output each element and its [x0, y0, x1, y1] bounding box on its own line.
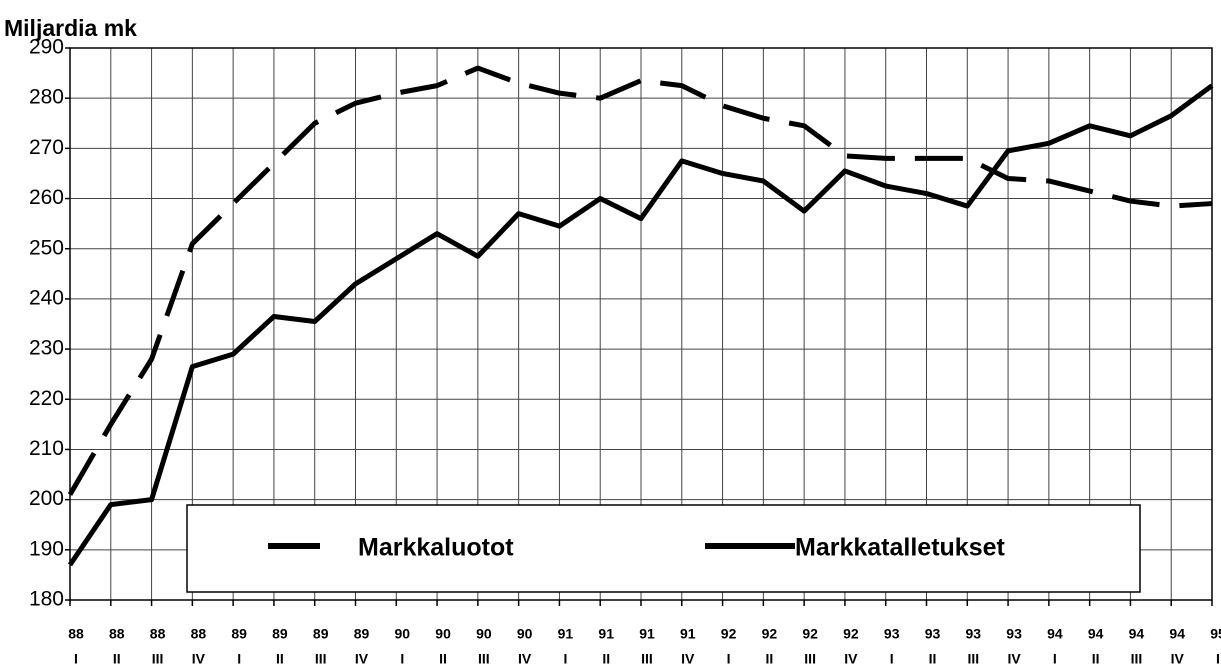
x-tick-label: 88	[191, 626, 207, 642]
legend-label: Markkaluotot	[358, 534, 514, 562]
x-tick-label: 88	[109, 626, 125, 642]
x-tick-label: 88	[68, 626, 84, 642]
x-tick-label: 94	[1169, 626, 1185, 642]
x-tick-label: I	[890, 651, 894, 667]
x-tick-label: 93	[884, 626, 900, 642]
x-tick-label: 92	[802, 626, 818, 642]
x-tick-label: 92	[843, 626, 859, 642]
x-tick-label: 95	[1210, 626, 1221, 642]
x-tick-label: I	[727, 651, 731, 667]
y-tick-label: 270	[29, 136, 64, 159]
plot-border	[69, 47, 1213, 601]
x-tick-label: 91	[680, 626, 696, 642]
y-tick-label: 260	[29, 186, 64, 209]
x-tick-label: 89	[354, 626, 370, 642]
x-tick-label: IV	[844, 651, 858, 667]
x-tick-label: 94	[1047, 626, 1063, 642]
x-tick-label: 90	[394, 626, 410, 642]
x-tick-label: I	[563, 651, 567, 667]
y-tick-label: 200	[29, 487, 64, 510]
x-tick-label: 90	[517, 626, 533, 642]
x-tick-label: I	[74, 651, 78, 667]
x-tick-label: IV	[681, 651, 695, 667]
x-tick-label: 91	[639, 626, 655, 642]
x-tick-label: II	[929, 651, 937, 667]
x-tick-label: 89	[272, 626, 288, 642]
x-tick-label: 88	[150, 626, 166, 642]
x-tick-label: III	[1131, 651, 1143, 667]
legend-label: Markkatalletukset	[795, 534, 1006, 562]
x-tick-label: II	[439, 651, 447, 667]
x-tick-label: III	[152, 651, 164, 667]
x-tick-label: III	[967, 651, 979, 667]
x-tick-label: IV	[355, 651, 369, 667]
x-tick-label: II	[602, 651, 610, 667]
x-tick-label: III	[804, 651, 816, 667]
x-tick-label: IV	[518, 651, 532, 667]
x-tick-label: II	[765, 651, 773, 667]
x-tick-label: 91	[598, 626, 614, 642]
x-tick-label: II	[113, 651, 121, 667]
x-tick-label: IV	[192, 651, 206, 667]
x-tick-label: 93	[965, 626, 981, 642]
x-tick-label: I	[237, 651, 241, 667]
y-tick-label: 240	[29, 286, 64, 309]
x-tick-label: IV	[1007, 651, 1021, 667]
legend-box	[186, 504, 1141, 593]
x-tick-label: 92	[762, 626, 778, 642]
line-series	[67, 83, 1214, 567]
y-tick-label: 210	[29, 437, 64, 460]
x-tick-label: 94	[1129, 626, 1145, 642]
x-tick-label: 93	[925, 626, 941, 642]
x-tick-label: III	[478, 651, 490, 667]
line-series	[67, 65, 1213, 496]
x-tick-label: 92	[721, 626, 737, 642]
x-tick-label: 90	[435, 626, 451, 642]
y-tick-label: 190	[29, 537, 64, 560]
x-tick-label: 90	[476, 626, 492, 642]
x-tick-label: III	[641, 651, 653, 667]
x-tick-label: 94	[1088, 626, 1104, 642]
y-tick-label: 290	[29, 36, 64, 59]
y-tick-label: 250	[29, 236, 64, 259]
x-tick-label: IV	[1171, 651, 1185, 667]
x-tick-label: I	[1053, 651, 1057, 667]
x-tick-label: I	[400, 651, 404, 667]
x-tick-label: 91	[558, 626, 574, 642]
chart-title: Miljardia mk	[4, 15, 137, 41]
x-tick-label: I	[1216, 651, 1220, 667]
x-tick-label: 93	[1006, 626, 1022, 642]
x-tick-label: 89	[313, 626, 329, 642]
y-tick-label: 280	[29, 86, 64, 109]
x-tick-label: II	[1092, 651, 1100, 667]
x-tick-label: 89	[231, 626, 247, 642]
y-tick-label: 220	[29, 387, 64, 410]
x-tick-label: II	[276, 651, 284, 667]
y-tick-label: 180	[29, 588, 64, 611]
y-tick-label: 230	[29, 337, 64, 360]
x-tick-label: III	[315, 651, 327, 667]
